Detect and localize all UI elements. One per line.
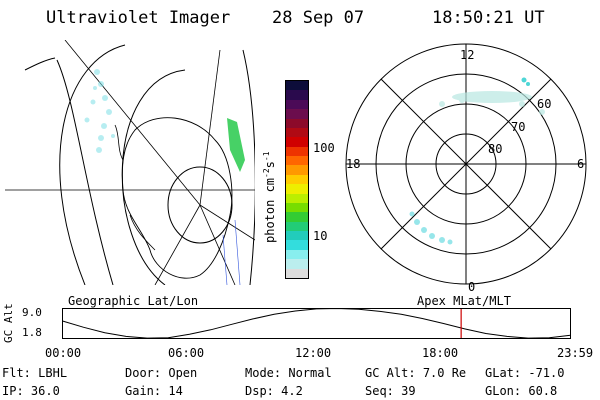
color-scale-step [286,259,308,269]
image-time: 18:50:21 UT [432,8,545,28]
color-scale-step [286,231,308,241]
imager-title: Ultraviolet Imager [46,8,231,28]
timeline-ylabel: GC Alt [2,303,15,343]
color-scale-step [286,137,308,147]
color-scale-step [286,249,308,260]
info-seq: Seq: 39 [365,384,416,398]
color-scale-step [286,221,308,231]
colorbar-tick-100: 100 [313,141,335,155]
mlat-label-70: 70 [511,120,526,134]
info-filter: Flt: LBHL [2,366,68,380]
mlat-label-80: 80 [488,142,503,156]
color-scale-step [286,193,308,203]
info-mode: Mode: Normal [245,366,332,380]
colorbar-unit-label: photon cm-2s-1 [262,151,277,243]
color-scale-step [286,240,308,250]
info-door: Door: Open [125,366,198,380]
info-ip: IP: 36.0 [2,384,60,398]
polar-mlat-mlt-panel [345,43,587,285]
right-panel-caption: Apex MLat/MLT [417,294,511,308]
image-date: 28 Sep 07 [272,8,365,28]
color-scale-step [286,202,308,213]
color-scale-step [286,118,308,128]
geographic-map-panel [5,40,255,285]
info-glat: GLat: -71.0 [485,366,565,380]
info-glon: GLon: 60.8 [485,384,558,398]
info-gc-alt: GC Alt: 7.0 Re [365,366,467,380]
color-scale-step [286,268,308,278]
mlt-label-left: 18 [346,157,361,171]
color-scale-step [286,146,308,156]
altitude-curve [62,308,571,339]
color-scale-step [286,184,308,194]
timeline-xtick-2: 12:00 [295,346,332,360]
timeline-plot [62,308,571,339]
color-scale-step [286,212,308,222]
colorbar-tick-10: 10 [313,229,328,243]
info-dsp: Dsp: 4.2 [245,384,303,398]
timeline-frame [62,308,571,339]
timeline-xtick-0: 00:00 [45,346,82,360]
timeline-xtick-3: 18:00 [422,346,459,360]
color-scale-step [286,165,308,175]
info-gain: Gain: 14 [125,384,183,398]
left-panel-caption: Geographic Lat/Lon [68,294,199,308]
mlt-label-bottom: 0 [468,280,476,294]
mlat-label-60: 60 [537,97,552,111]
color-scale-step [286,90,308,100]
timeline-xtick-4: 23:59 [557,346,594,360]
timeline-ytick-min: 1.8 [22,326,42,339]
color-scale-step [286,174,308,185]
mlt-label-top: 12 [460,48,475,62]
color-scale-step [286,81,308,91]
color-scale-step [286,127,308,138]
color-scale-step [286,109,308,119]
timeline-xtick-1: 06:00 [168,346,205,360]
color-scale-bar [285,80,309,279]
color-scale-step [286,99,308,110]
timeline-ytick-max: 9.0 [22,306,42,319]
color-scale-step [286,156,308,166]
mlt-label-right: 6 [577,157,585,171]
